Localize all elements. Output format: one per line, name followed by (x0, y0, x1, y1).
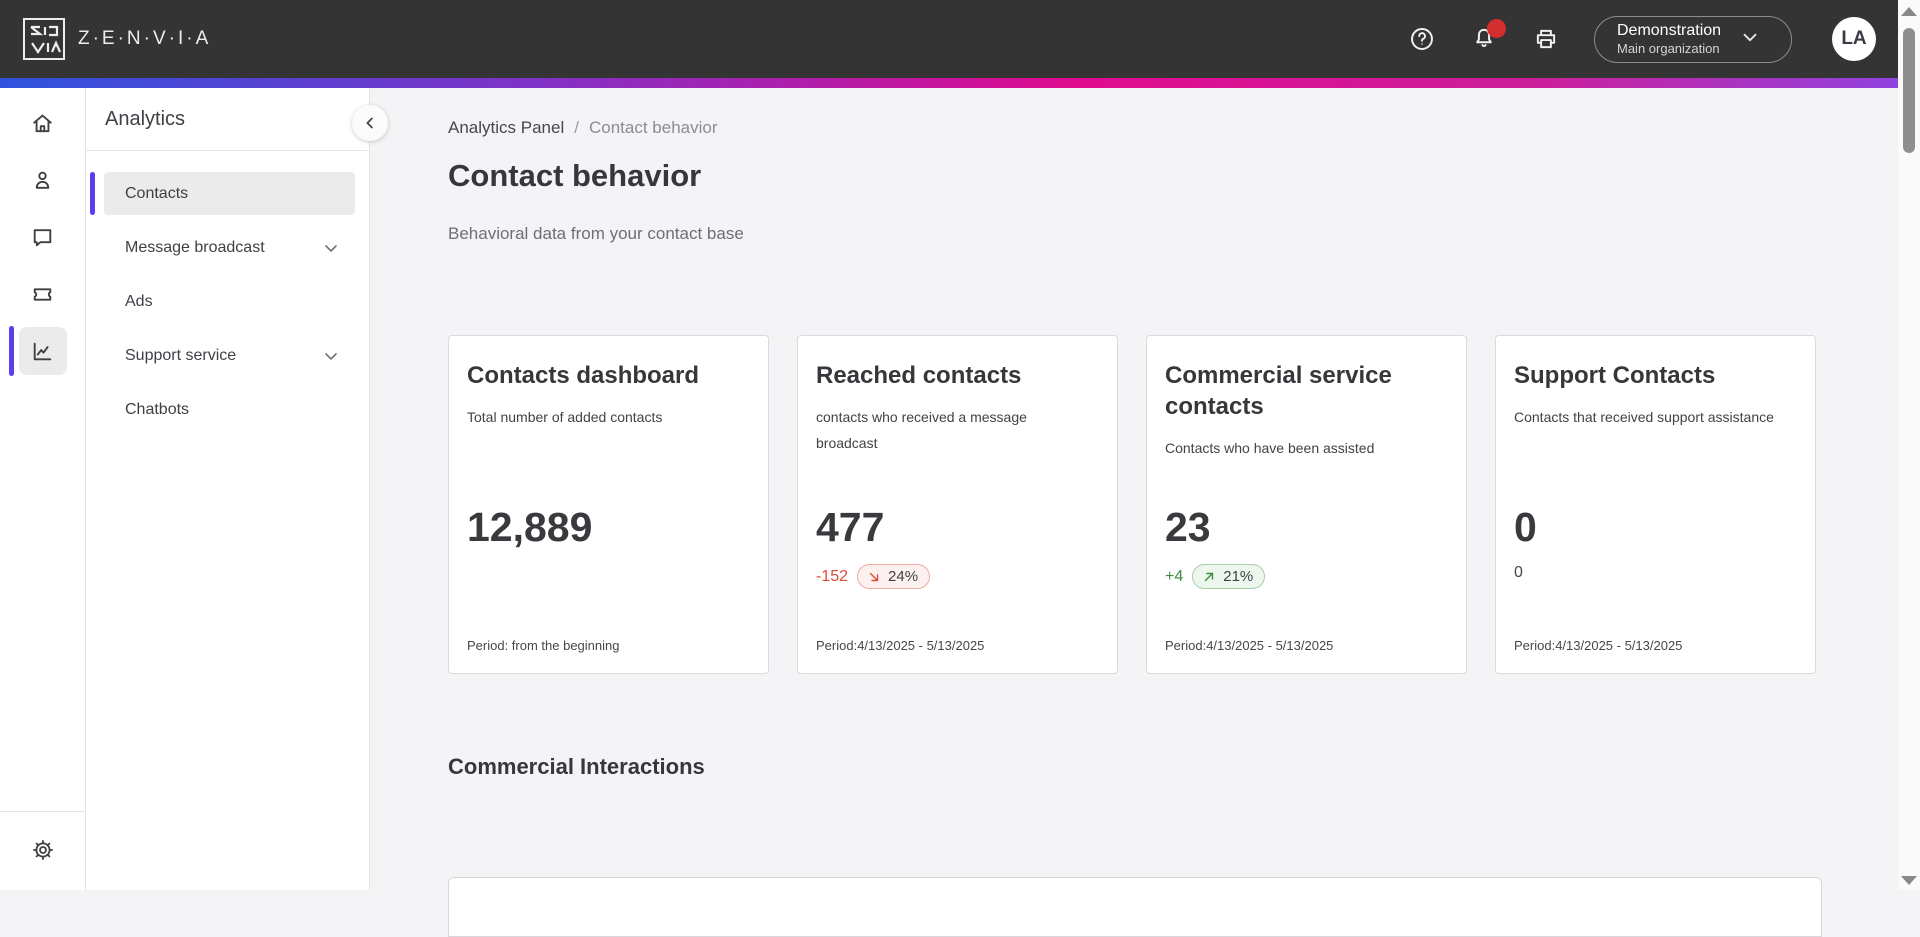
card-period: Period:4/13/2025 - 5/13/2025 (816, 638, 985, 653)
sidebar-item-label: Message broadcast (125, 238, 265, 256)
card-value: 477 (816, 504, 885, 550)
rail-item-contacts[interactable] (19, 156, 67, 204)
rail-item-tickets[interactable] (19, 270, 67, 318)
page-title: Contact behavior (448, 158, 702, 193)
main-content: Analytics Panel / Contact behavior Conta… (370, 88, 1920, 937)
badge-percent: 24% (888, 568, 919, 585)
home-icon (33, 114, 52, 132)
contacts-icon (35, 171, 50, 189)
percent-badge: 21% (1192, 564, 1266, 589)
rail-item-conversations[interactable] (19, 213, 67, 261)
rail-item-analytics[interactable] (8, 326, 67, 376)
sidebar-item-ads[interactable]: Ads (104, 280, 355, 323)
card-value: 12,889 (467, 504, 593, 550)
card-reached-contacts: Reached contacts contacts who received a… (797, 335, 1118, 674)
commercial-interactions-panel (448, 877, 1822, 937)
sidebar-nav: Contacts Message broadcast Ads Support s… (86, 151, 369, 431)
card-period: Period:4/13/2025 - 5/13/2025 (1165, 638, 1334, 653)
sidebar-item-contacts[interactable]: Contacts (90, 172, 355, 215)
organization-dropdown[interactable]: Demonstration Main organization (1594, 15, 1792, 63)
scrollbar-down-arrow[interactable] (1901, 876, 1917, 885)
help-icon[interactable] (1408, 25, 1436, 53)
card-title: Contacts dashboard (467, 362, 700, 389)
sidebar-collapse-button[interactable] (352, 105, 388, 141)
sidebar-item-label: Support service (125, 346, 237, 364)
card-delta-row: -152 24% (816, 564, 931, 589)
card-delta-row: +4 21% (1165, 564, 1266, 589)
ticket-icon (33, 287, 52, 301)
sidebar-item-support-service[interactable]: Support service (104, 334, 355, 377)
bell-icon[interactable] (1470, 19, 1506, 53)
card-title: Reached contacts (816, 362, 1022, 389)
icon-rail (0, 88, 86, 890)
card-title: Commercial service contacts (1165, 362, 1392, 421)
notification-dot (1487, 19, 1506, 38)
card-period: Period: from the beginning (467, 638, 620, 653)
delta-value: -152 (816, 567, 849, 585)
organization-name: Demonstration (1617, 21, 1722, 39)
zenvia-logo-icon (23, 18, 65, 60)
sidebar-item-label: Contacts (125, 184, 189, 202)
avatar[interactable]: LA (1832, 17, 1876, 61)
rail-item-settings[interactable] (19, 826, 67, 874)
badge-percent: 21% (1223, 568, 1254, 585)
sidebar-analytics: Analytics Contacts Message broadcast Ads… (86, 88, 370, 890)
settings-icon (32, 840, 53, 860)
card-description: contacts who received a message broadcas… (816, 409, 1027, 452)
breadcrumb-separator: / (574, 118, 579, 137)
chevron-left-icon (366, 117, 373, 129)
sidebar-item-message-broadcast[interactable]: Message broadcast (104, 226, 355, 269)
breadcrumb: Analytics Panel / Contact behavior (448, 118, 718, 138)
arrow-down-right-icon (869, 572, 879, 581)
scrollbar-thumb[interactable] (1903, 28, 1915, 153)
printer-icon[interactable] (1532, 25, 1560, 53)
sidebar-title: Analytics (86, 88, 369, 151)
card-description: Contacts that received support assistanc… (1514, 409, 1774, 426)
chevron-down-icon (1739, 26, 1761, 53)
chat-icon (33, 228, 52, 246)
scrollbar-up-arrow[interactable] (1901, 7, 1917, 16)
card-description: Total number of added contacts (467, 409, 663, 426)
page-subtitle: Behavioral data from your contact base (448, 224, 744, 243)
card-support-contacts: Support Contacts Contacts that received … (1495, 335, 1816, 674)
top-bar: Z·E·N·V·I·A Demonstrat (0, 0, 1920, 78)
breadcrumb-analytics-panel[interactable]: Analytics Panel (448, 118, 565, 137)
card-title: Support Contacts (1514, 362, 1716, 389)
card-description: Contacts who have been assisted (1165, 440, 1375, 457)
delta-value: +4 (1165, 567, 1184, 585)
card-value: 23 (1165, 504, 1211, 550)
breadcrumb-current: Contact behavior (588, 118, 718, 137)
card-period: Period:4/13/2025 - 5/13/2025 (1514, 638, 1683, 653)
card-contacts-dashboard: Contacts dashboard Total number of added… (448, 335, 769, 674)
arrow-up-right-icon (1205, 572, 1214, 581)
sidebar-item-chatbots[interactable]: Chatbots (104, 388, 355, 431)
card-commercial-service-contacts: Commercial service contacts Contacts who… (1146, 335, 1467, 674)
analytics-icon (33, 342, 52, 360)
section-title-commercial-interactions: Commercial Interactions (448, 754, 705, 779)
chevron-down-icon (321, 346, 341, 366)
vertical-scrollbar[interactable] (1898, 0, 1920, 890)
rail-item-home[interactable] (19, 99, 67, 147)
kpi-cards-row: Contacts dashboard Total number of added… (448, 335, 1816, 674)
brand[interactable]: Z·E·N·V·I·A (22, 17, 211, 61)
chevron-down-icon (321, 238, 341, 258)
sidebar-item-label: Chatbots (125, 400, 190, 418)
card-delta-row: 0 (1514, 564, 1523, 582)
card-value: 0 (1514, 504, 1537, 550)
brand-wordmark: Z·E·N·V·I·A (78, 28, 212, 49)
percent-badge: 24% (857, 564, 931, 589)
brand-gradient-bar (0, 78, 1920, 88)
organization-subtitle: Main organization (1617, 40, 1720, 56)
rail-divider (0, 811, 85, 812)
delta-value: 0 (1514, 564, 1523, 581)
sidebar-item-label: Ads (125, 292, 153, 310)
